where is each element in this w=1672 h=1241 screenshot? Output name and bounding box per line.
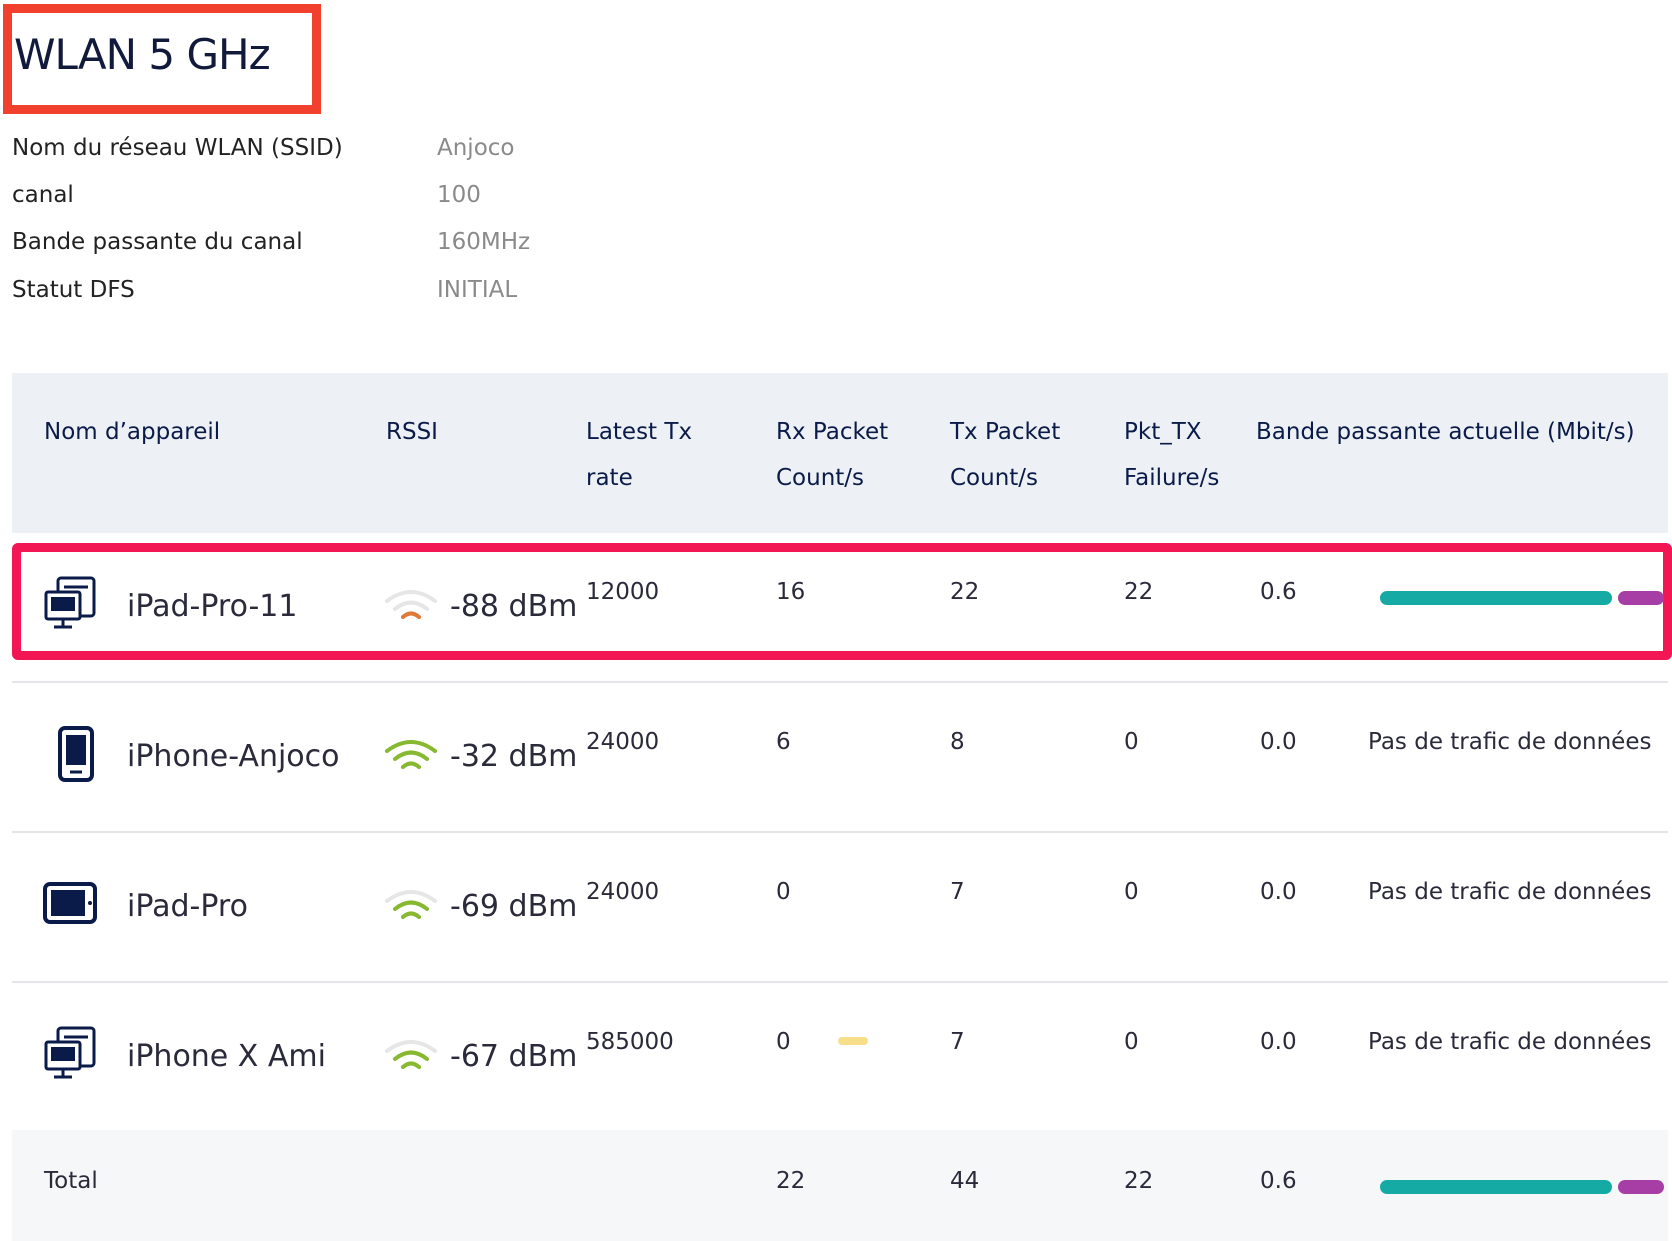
total-bandwidth-bar: [1380, 1180, 1664, 1194]
row-divider: [12, 681, 1668, 683]
no-traffic-label: Pas de trafic de données: [1368, 879, 1652, 905]
total-label: Total: [44, 1168, 98, 1194]
rx-count: 16: [776, 579, 806, 605]
wifi-medium-icon: [385, 1040, 437, 1069]
tx-count: 7: [950, 879, 965, 905]
bandwidth-value: 0.6: [1260, 579, 1297, 605]
device-name: iPhone-Anjoco: [127, 739, 340, 774]
channel-value: 100: [437, 182, 481, 208]
wifi-medium-icon: [385, 890, 437, 919]
wifi-strong-icon: [385, 740, 437, 769]
rx-count: 0: [776, 1029, 791, 1055]
channel-label: canal: [12, 182, 74, 208]
tx-count: 8: [950, 729, 965, 755]
rx-count: 6: [776, 729, 791, 755]
device-name: iPhone X Ami: [127, 1039, 326, 1074]
total-bandwidth-value: 0.6: [1260, 1168, 1297, 1194]
tx-rate: 24000: [586, 879, 660, 905]
header-rssi: RSSI: [386, 419, 438, 445]
device-name: iPad-Pro: [127, 889, 248, 924]
dfs-status-label: Statut DFS: [12, 277, 135, 303]
rssi-value: -67 dBm: [450, 1039, 578, 1074]
ssid-label: Nom du réseau WLAN (SSID): [12, 135, 343, 161]
table-row[interactable]: iPhone X Ami -67 dBm 585000 0 7 0 0.0 Pa…: [12, 983, 1668, 1133]
page-title: WLAN 5 GHz: [14, 30, 271, 79]
bandwidth-bar-secondary: [1618, 591, 1664, 605]
tx-failure: 0: [1124, 1029, 1139, 1055]
header-tx-count: Tx Packet Count/s: [950, 419, 1061, 491]
row-divider: [12, 831, 1668, 833]
wifi-weak-icon: [385, 590, 437, 619]
rssi-value: -69 dBm: [450, 889, 578, 924]
bandwidth-value: 0.0: [1260, 879, 1297, 905]
smartphone-icon: [58, 726, 94, 782]
bandwidth-bar-primary: [1380, 1180, 1612, 1194]
tx-rate: 585000: [586, 1029, 674, 1055]
header-bandwidth: Bande passante actuelle (Mbit/s): [1256, 419, 1635, 445]
rssi-value: -32 dBm: [450, 739, 578, 774]
header-rx-count: Rx Packet Count/s: [776, 419, 889, 491]
table-row[interactable]: iPhone-Anjoco -32 dBm 24000 6 8 0 0.0 Pa…: [12, 683, 1668, 833]
bandwidth-value: 0.0: [1260, 1029, 1297, 1055]
dfs-status-value: INITIAL: [437, 277, 518, 303]
channel-bandwidth-label: Bande passante du canal: [12, 229, 303, 255]
desktop-computer-icon: [44, 576, 96, 629]
rssi-value: -88 dBm: [450, 589, 578, 624]
header-device: Nom d’appareil: [44, 419, 221, 445]
tx-failure: 0: [1124, 729, 1139, 755]
header-tx-rate: Latest Tx rate: [586, 419, 693, 491]
bandwidth-bar: [1380, 591, 1664, 605]
tx-failure: 22: [1124, 579, 1154, 605]
tx-rate: 24000: [586, 729, 660, 755]
total-tx-failure: 22: [1124, 1168, 1154, 1194]
channel-bandwidth-value: 160MHz: [437, 229, 531, 255]
device-name: iPad-Pro-11: [127, 589, 298, 624]
table-row[interactable]: iPad-Pro -69 dBm 24000 0 7 0 0.0 Pas de …: [12, 833, 1668, 983]
bandwidth-value: 0.0: [1260, 729, 1297, 755]
bandwidth-bar-primary: [1380, 591, 1612, 605]
table-total-row: Total 22 44 22 0.6: [12, 1130, 1668, 1241]
tx-count: 7: [950, 1029, 965, 1055]
tx-count: 22: [950, 579, 980, 605]
ssid-value: Anjoco: [437, 135, 515, 161]
row-divider: [12, 981, 1668, 983]
tx-rate: 12000: [586, 579, 660, 605]
tablet-icon: [43, 882, 97, 924]
title-highlight-box: [3, 4, 321, 114]
table-row[interactable]: iPad-Pro-11 -88 dBm 12000 16 22 22 0.6: [12, 533, 1668, 683]
tx-failure: 0: [1124, 879, 1139, 905]
header-tx-failure: Pkt_TX Failure/s: [1124, 419, 1220, 491]
total-tx-count: 44: [950, 1168, 980, 1194]
rx-count: 0: [776, 879, 791, 905]
bandwidth-bar-secondary: [1618, 1180, 1664, 1194]
desktop-computer-icon: [44, 1026, 96, 1079]
no-traffic-label: Pas de trafic de données: [1368, 729, 1652, 755]
row-highlight-box: [12, 543, 1672, 660]
table-header: Nom d’appareil RSSI Latest Tx rate Rx Pac…: [12, 373, 1668, 533]
no-traffic-label: Pas de trafic de données: [1368, 1029, 1652, 1055]
stray-mark: [838, 1037, 868, 1045]
total-rx-count: 22: [776, 1168, 806, 1194]
